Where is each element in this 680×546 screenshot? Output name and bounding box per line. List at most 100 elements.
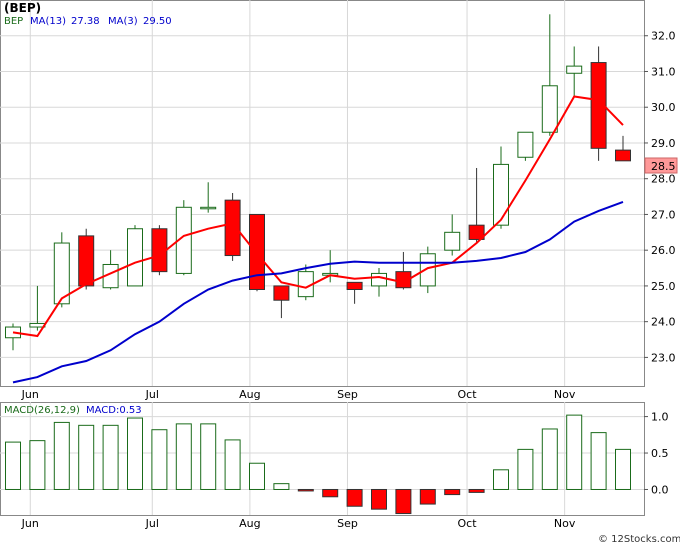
- macd-y-tick-label: 0.0: [651, 483, 669, 496]
- macd-bar-positive: [102, 424, 119, 490]
- price-x-tick-label: Jun: [21, 388, 39, 401]
- macd-bar-negative: [322, 488, 339, 498]
- price-y-tick-label: 25.0: [651, 280, 676, 293]
- macd-bar-positive: [127, 417, 143, 490]
- candle: [346, 281, 363, 304]
- candle-body-up: [5, 326, 21, 339]
- candle: [541, 14, 558, 136]
- macd-bar-positive: [151, 429, 168, 490]
- candle-body-down: [590, 62, 607, 149]
- candle: [78, 228, 95, 290]
- macd-legend: MACD(26,12,9) MACD:0.53: [4, 405, 142, 416]
- candle-body-up: [200, 206, 217, 210]
- macd-x-tick-label: Oct: [458, 517, 478, 530]
- candle: [444, 214, 461, 256]
- macd-bar-negative: [419, 488, 436, 505]
- candle: [273, 285, 290, 319]
- candle: [419, 246, 436, 294]
- candle: [5, 323, 21, 351]
- price-y-tick-label: 27.0: [651, 208, 676, 221]
- macd-bar-negative: [444, 488, 461, 496]
- macd-params: MACD(26,12,9): [4, 405, 80, 416]
- candle-body-down: [224, 199, 241, 257]
- macd-bar-positive: [175, 423, 192, 490]
- macd-bar-positive: [566, 414, 583, 490]
- candle: [175, 200, 192, 276]
- legend-ma13-value: 27.38: [71, 16, 100, 27]
- macd-bar-negative: [346, 488, 363, 507]
- candle-body-up: [444, 231, 461, 251]
- macd-panel: 0.0 0.5 1.0 MACD(26,12,9) MACD:0.53 Jun Jul…: [0, 402, 669, 530]
- candle-body-up: [371, 272, 387, 287]
- macd-bar-negative: [297, 488, 314, 492]
- candle: [468, 167, 485, 244]
- macd-bar-positive: [53, 421, 70, 490]
- candle-body-up: [175, 206, 192, 274]
- macd-bar-positive: [249, 462, 265, 490]
- macd-y-tick-label: 0.5: [651, 447, 669, 460]
- macd-bar-positive: [493, 469, 509, 490]
- price-y-tick-label: 30.0: [651, 101, 676, 114]
- price-x-tick-label: Sep: [337, 388, 358, 401]
- candle-body-down: [273, 285, 290, 301]
- watermark: © 12Stocks.com: [598, 534, 680, 545]
- price-y-tick-label: 29.0: [651, 137, 676, 150]
- macd-x-tick-label: Jul: [145, 517, 159, 530]
- macd-bar-positive: [29, 440, 46, 490]
- candle: [127, 225, 143, 287]
- price-candles: [5, 14, 631, 351]
- candle-body-down: [249, 213, 265, 290]
- legend-ma3-value: 29.50: [143, 16, 172, 27]
- price-y-tick-label: 28.0: [651, 173, 676, 186]
- price-x-tick-label: Nov: [554, 388, 576, 401]
- macd-x-axis: Jun Jul Aug Sep Oct Nov: [21, 517, 576, 530]
- last-price-label: 28.5: [651, 160, 676, 173]
- macd-bar-positive: [78, 424, 95, 490]
- ma13-line: [12, 200, 624, 384]
- candle-body-down: [615, 149, 631, 162]
- macd-x-tick-label: Jun: [21, 517, 39, 530]
- candle-body-down: [468, 224, 485, 240]
- candle-body-up: [493, 163, 509, 226]
- symbol-title: (BEP): [4, 1, 41, 15]
- price-y-tick-label: 26.0: [651, 244, 676, 257]
- macd-bar-negative: [468, 488, 485, 493]
- candle: [53, 232, 70, 308]
- candle-body-down: [346, 281, 363, 290]
- macd-bar-negative: [395, 488, 412, 515]
- candle: [566, 46, 583, 97]
- candle: [200, 182, 217, 213]
- macd-bar-positive: [224, 439, 241, 490]
- ma3-line: [12, 95, 624, 338]
- macd-bar-positive: [5, 441, 21, 490]
- candle-body-down: [78, 235, 95, 287]
- macd-bar-positive: [541, 428, 558, 490]
- macd-bar-positive: [615, 448, 631, 490]
- price-y-tick-label: 32.0: [651, 30, 676, 43]
- candle-body-down: [395, 271, 412, 289]
- macd-x-tick-label: Sep: [337, 517, 358, 530]
- macd-bar-positive: [273, 483, 290, 490]
- price-legend: (BEP) BEP MA(13) 27.38 MA(3) 29.50: [4, 1, 172, 27]
- candle: [615, 135, 631, 162]
- price-y-tick-label: 23.0: [651, 351, 676, 364]
- candle: [590, 46, 607, 161]
- candle: [224, 193, 241, 261]
- legend-ticker: BEP: [4, 16, 23, 27]
- macd-bar-negative: [371, 488, 387, 510]
- price-x-tick-label: Aug: [239, 388, 260, 401]
- price-y-axis: 23.0 24.0 25.0 26.0 27.0 28.0 29.0 30.0 31.0 32.0: [644, 30, 676, 364]
- candle-body-up: [517, 131, 534, 158]
- candle-body-up: [541, 85, 558, 133]
- candle: [395, 251, 412, 290]
- price-x-tick-label: Jul: [145, 388, 159, 401]
- candle-body-up: [419, 253, 436, 287]
- macd-bar-positive: [517, 448, 534, 490]
- macd-x-tick-label: Nov: [554, 517, 576, 530]
- candle-body-up: [566, 65, 583, 74]
- candle-body-up: [127, 228, 143, 287]
- candle: [151, 225, 168, 276]
- macd-bars: [5, 414, 631, 515]
